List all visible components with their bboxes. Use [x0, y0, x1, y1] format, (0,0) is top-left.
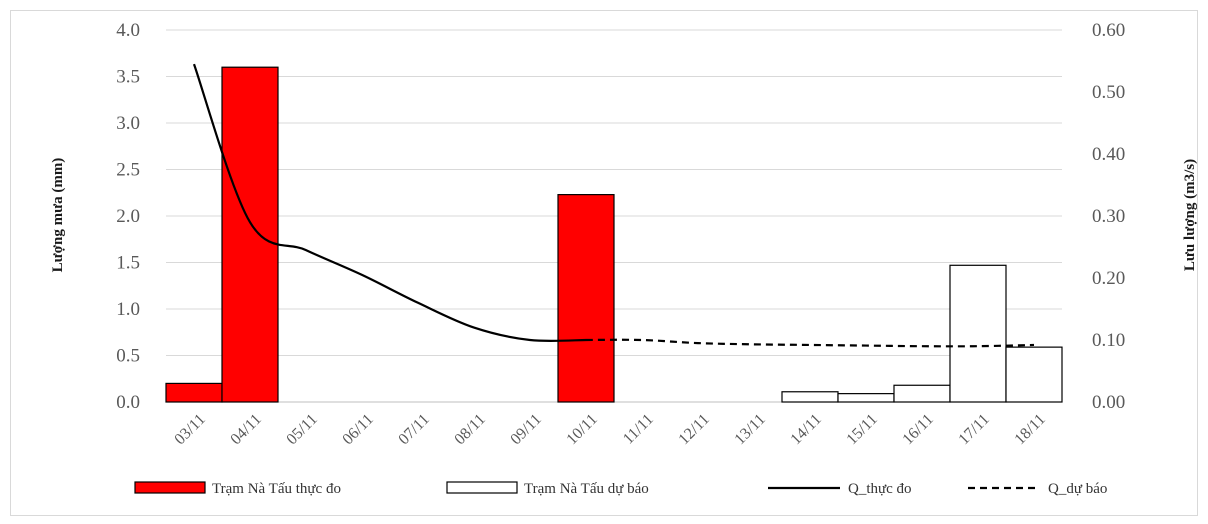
x-axis-ticks: 03/11 04/11 05/11 06/11 07/11 08/11 09/11 10/11…	[171, 411, 1048, 448]
series-lines	[192, 63, 1035, 348]
y2-tick-label: 0.30	[1092, 206, 1125, 227]
x-tick-label: 08/11	[451, 411, 488, 448]
y-tick-label: 4.0	[116, 20, 140, 41]
legend-label: Q_dự báo	[1048, 481, 1107, 497]
series-line	[192, 63, 587, 343]
bars	[165, 66, 1063, 403]
bar	[165, 382, 223, 403]
x-tick-label: 17/11	[955, 411, 992, 448]
y-tick-label: 1.0	[116, 299, 140, 320]
legend-swatch	[134, 481, 206, 494]
x-tick-label: 06/11	[339, 411, 376, 448]
bar	[221, 66, 279, 403]
x-tick-label: 15/11	[843, 411, 880, 448]
bar	[837, 393, 895, 403]
legend-label: Trạm Nà Tấu thực đo	[212, 481, 341, 497]
right-axis-ticks: 0.00 0.10 0.20 0.30 0.40 0.50 0.60	[1092, 20, 1125, 413]
legend-swatch	[446, 481, 518, 494]
series-line	[585, 338, 1035, 348]
y-tick-label: 0.0	[116, 392, 140, 413]
legend-label: Q_thực đo	[848, 481, 912, 497]
bar	[557, 194, 615, 403]
x-tick-label: 11/11	[620, 411, 657, 448]
x-tick-label: 14/11	[787, 411, 824, 448]
y-tick-label: 1.5	[116, 253, 140, 274]
bar	[1005, 346, 1063, 403]
x-tick-label: 05/11	[283, 411, 320, 448]
y2-tick-label: 0.20	[1092, 268, 1125, 289]
y-tick-label: 0.5	[116, 346, 140, 367]
left-axis-ticks: 0.0 0.5 1.0 1.5 2.0 2.5 3.0 3.5 4.0	[116, 20, 140, 413]
x-tick-label: 07/11	[395, 411, 432, 448]
x-tick-label: 12/11	[675, 411, 712, 448]
x-tick-label: 10/11	[563, 411, 600, 448]
y-tick-label: 3.0	[116, 113, 140, 134]
y-tick-label: 2.5	[116, 160, 140, 181]
legend-label: Trạm Nà Tấu dự báo	[524, 481, 649, 497]
y2-tick-label: 0.60	[1092, 20, 1125, 41]
y-tick-label: 3.5	[116, 67, 140, 88]
y2-tick-label: 0.50	[1092, 82, 1125, 103]
x-tick-label: 18/11	[1011, 411, 1048, 448]
bar	[949, 264, 1007, 403]
x-tick-label: 13/11	[731, 411, 768, 448]
bar	[893, 384, 951, 403]
x-tick-label: 09/11	[507, 411, 544, 448]
bar	[781, 391, 839, 403]
y-tick-label: 2.0	[116, 206, 140, 227]
x-tick-label: 03/11	[171, 411, 208, 448]
y2-axis-title: Lưu lượng (m3/s)	[1182, 159, 1198, 271]
x-tick-label: 04/11	[227, 411, 264, 448]
y-axis-title: Lượng mưa (mm)	[50, 158, 66, 273]
legend: Trạm Nà Tấu thực đo Trạm Nà Tấu dự báo Q_t…	[134, 481, 1107, 497]
x-tick-label: 16/11	[899, 411, 936, 448]
y2-tick-label: 0.40	[1092, 144, 1125, 165]
y2-tick-label: 0.00	[1092, 392, 1125, 413]
y2-tick-label: 0.10	[1092, 330, 1125, 351]
